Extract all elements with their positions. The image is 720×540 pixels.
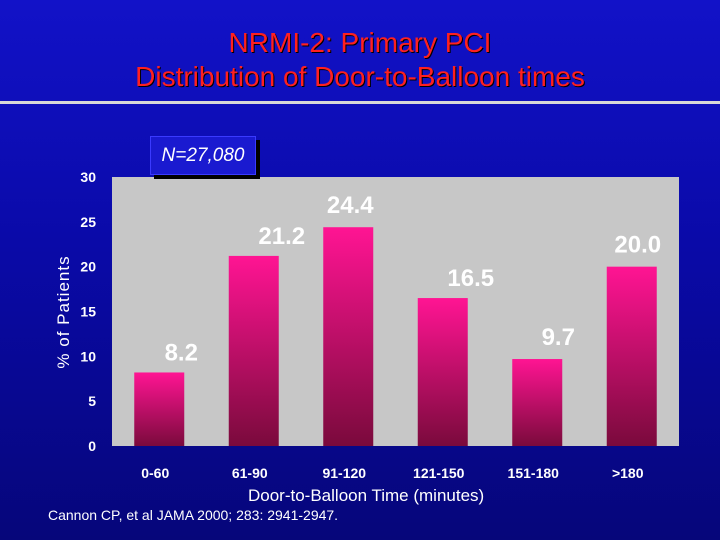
value-label-5: 20.0 xyxy=(614,232,661,259)
y-tick-label-1: 5 xyxy=(88,393,96,409)
y-tick-label-0: 0 xyxy=(88,438,96,454)
chart-title: NRMI-2: Primary PCI Distribution of Door… xyxy=(0,26,720,94)
x-axis-label: Door-to-Balloon Time (minutes) xyxy=(248,486,485,505)
x-tick-label-1: 61-90 xyxy=(232,465,268,481)
y-tick-label-4: 20 xyxy=(80,259,96,275)
x-tick-label-4: 151-180 xyxy=(508,465,560,481)
sample-size-badge: N=27,080 xyxy=(150,136,256,175)
bar-1 xyxy=(228,255,279,446)
value-label-2: 24.4 xyxy=(327,192,374,219)
x-tick-label-2: 91-120 xyxy=(322,465,366,481)
title-line-1: NRMI-2: Primary PCI xyxy=(228,27,492,58)
value-label-3: 16.5 xyxy=(447,265,494,292)
citation: Cannon CP, et al JAMA 2000; 283: 2941-29… xyxy=(48,507,339,523)
x-tick-label-3: 121-150 xyxy=(413,465,465,481)
bar-3 xyxy=(417,298,468,446)
y-tick-label-5: 25 xyxy=(80,214,96,230)
value-label-4: 9.7 xyxy=(542,324,575,351)
bar-2 xyxy=(323,227,374,446)
title-divider xyxy=(0,101,720,104)
y-tick-label-6: 30 xyxy=(80,169,96,185)
bar-4 xyxy=(512,359,563,446)
plot-area xyxy=(112,177,679,446)
x-tick-label-0: 0-60 xyxy=(141,465,169,481)
bar-0 xyxy=(134,372,185,446)
bar-5 xyxy=(606,266,657,446)
y-tick-label-2: 10 xyxy=(80,348,96,364)
y-axis-label: % of Patients xyxy=(54,255,73,369)
x-tick-label-5: >180 xyxy=(612,465,644,481)
value-label-0: 8.2 xyxy=(165,339,198,366)
value-label-1: 21.2 xyxy=(258,223,305,250)
title-line-2: Distribution of Door-to-Balloon times xyxy=(135,61,585,92)
y-tick-label-3: 15 xyxy=(80,304,96,320)
